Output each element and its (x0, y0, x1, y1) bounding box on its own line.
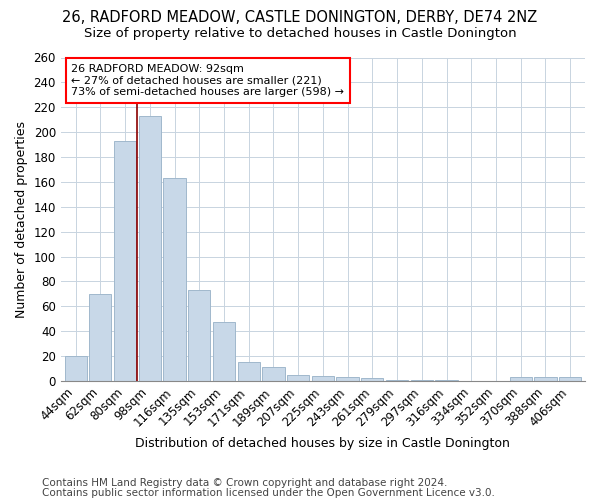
Text: 26 RADFORD MEADOW: 92sqm
← 27% of detached houses are smaller (221)
73% of semi-: 26 RADFORD MEADOW: 92sqm ← 27% of detach… (71, 64, 344, 97)
Bar (262, 368, 284, 381)
X-axis label: Distribution of detached houses by size in Castle Donington: Distribution of detached houses by size … (136, 437, 511, 450)
Bar (559, 377, 581, 381)
Text: Contains HM Land Registry data © Crown copyright and database right 2024.: Contains HM Land Registry data © Crown c… (42, 478, 448, 488)
Bar (386, 380, 408, 381)
Bar (238, 362, 260, 381)
Bar (361, 378, 383, 381)
Y-axis label: Number of detached properties: Number of detached properties (15, 120, 28, 318)
Bar (65, 356, 87, 381)
Bar (312, 376, 334, 381)
Bar (139, 116, 161, 381)
Bar (114, 141, 136, 381)
Bar (535, 377, 557, 381)
Bar (188, 290, 211, 381)
Bar (287, 374, 309, 381)
Text: Size of property relative to detached houses in Castle Donington: Size of property relative to detached ho… (83, 28, 517, 40)
Bar (337, 377, 359, 381)
Bar (163, 178, 185, 381)
Bar (436, 380, 458, 381)
Bar (509, 377, 532, 381)
Bar (213, 322, 235, 381)
Bar (410, 380, 433, 381)
Text: 26, RADFORD MEADOW, CASTLE DONINGTON, DERBY, DE74 2NZ: 26, RADFORD MEADOW, CASTLE DONINGTON, DE… (62, 10, 538, 25)
Text: Contains public sector information licensed under the Open Government Licence v3: Contains public sector information licen… (42, 488, 495, 498)
Bar (89, 294, 112, 381)
